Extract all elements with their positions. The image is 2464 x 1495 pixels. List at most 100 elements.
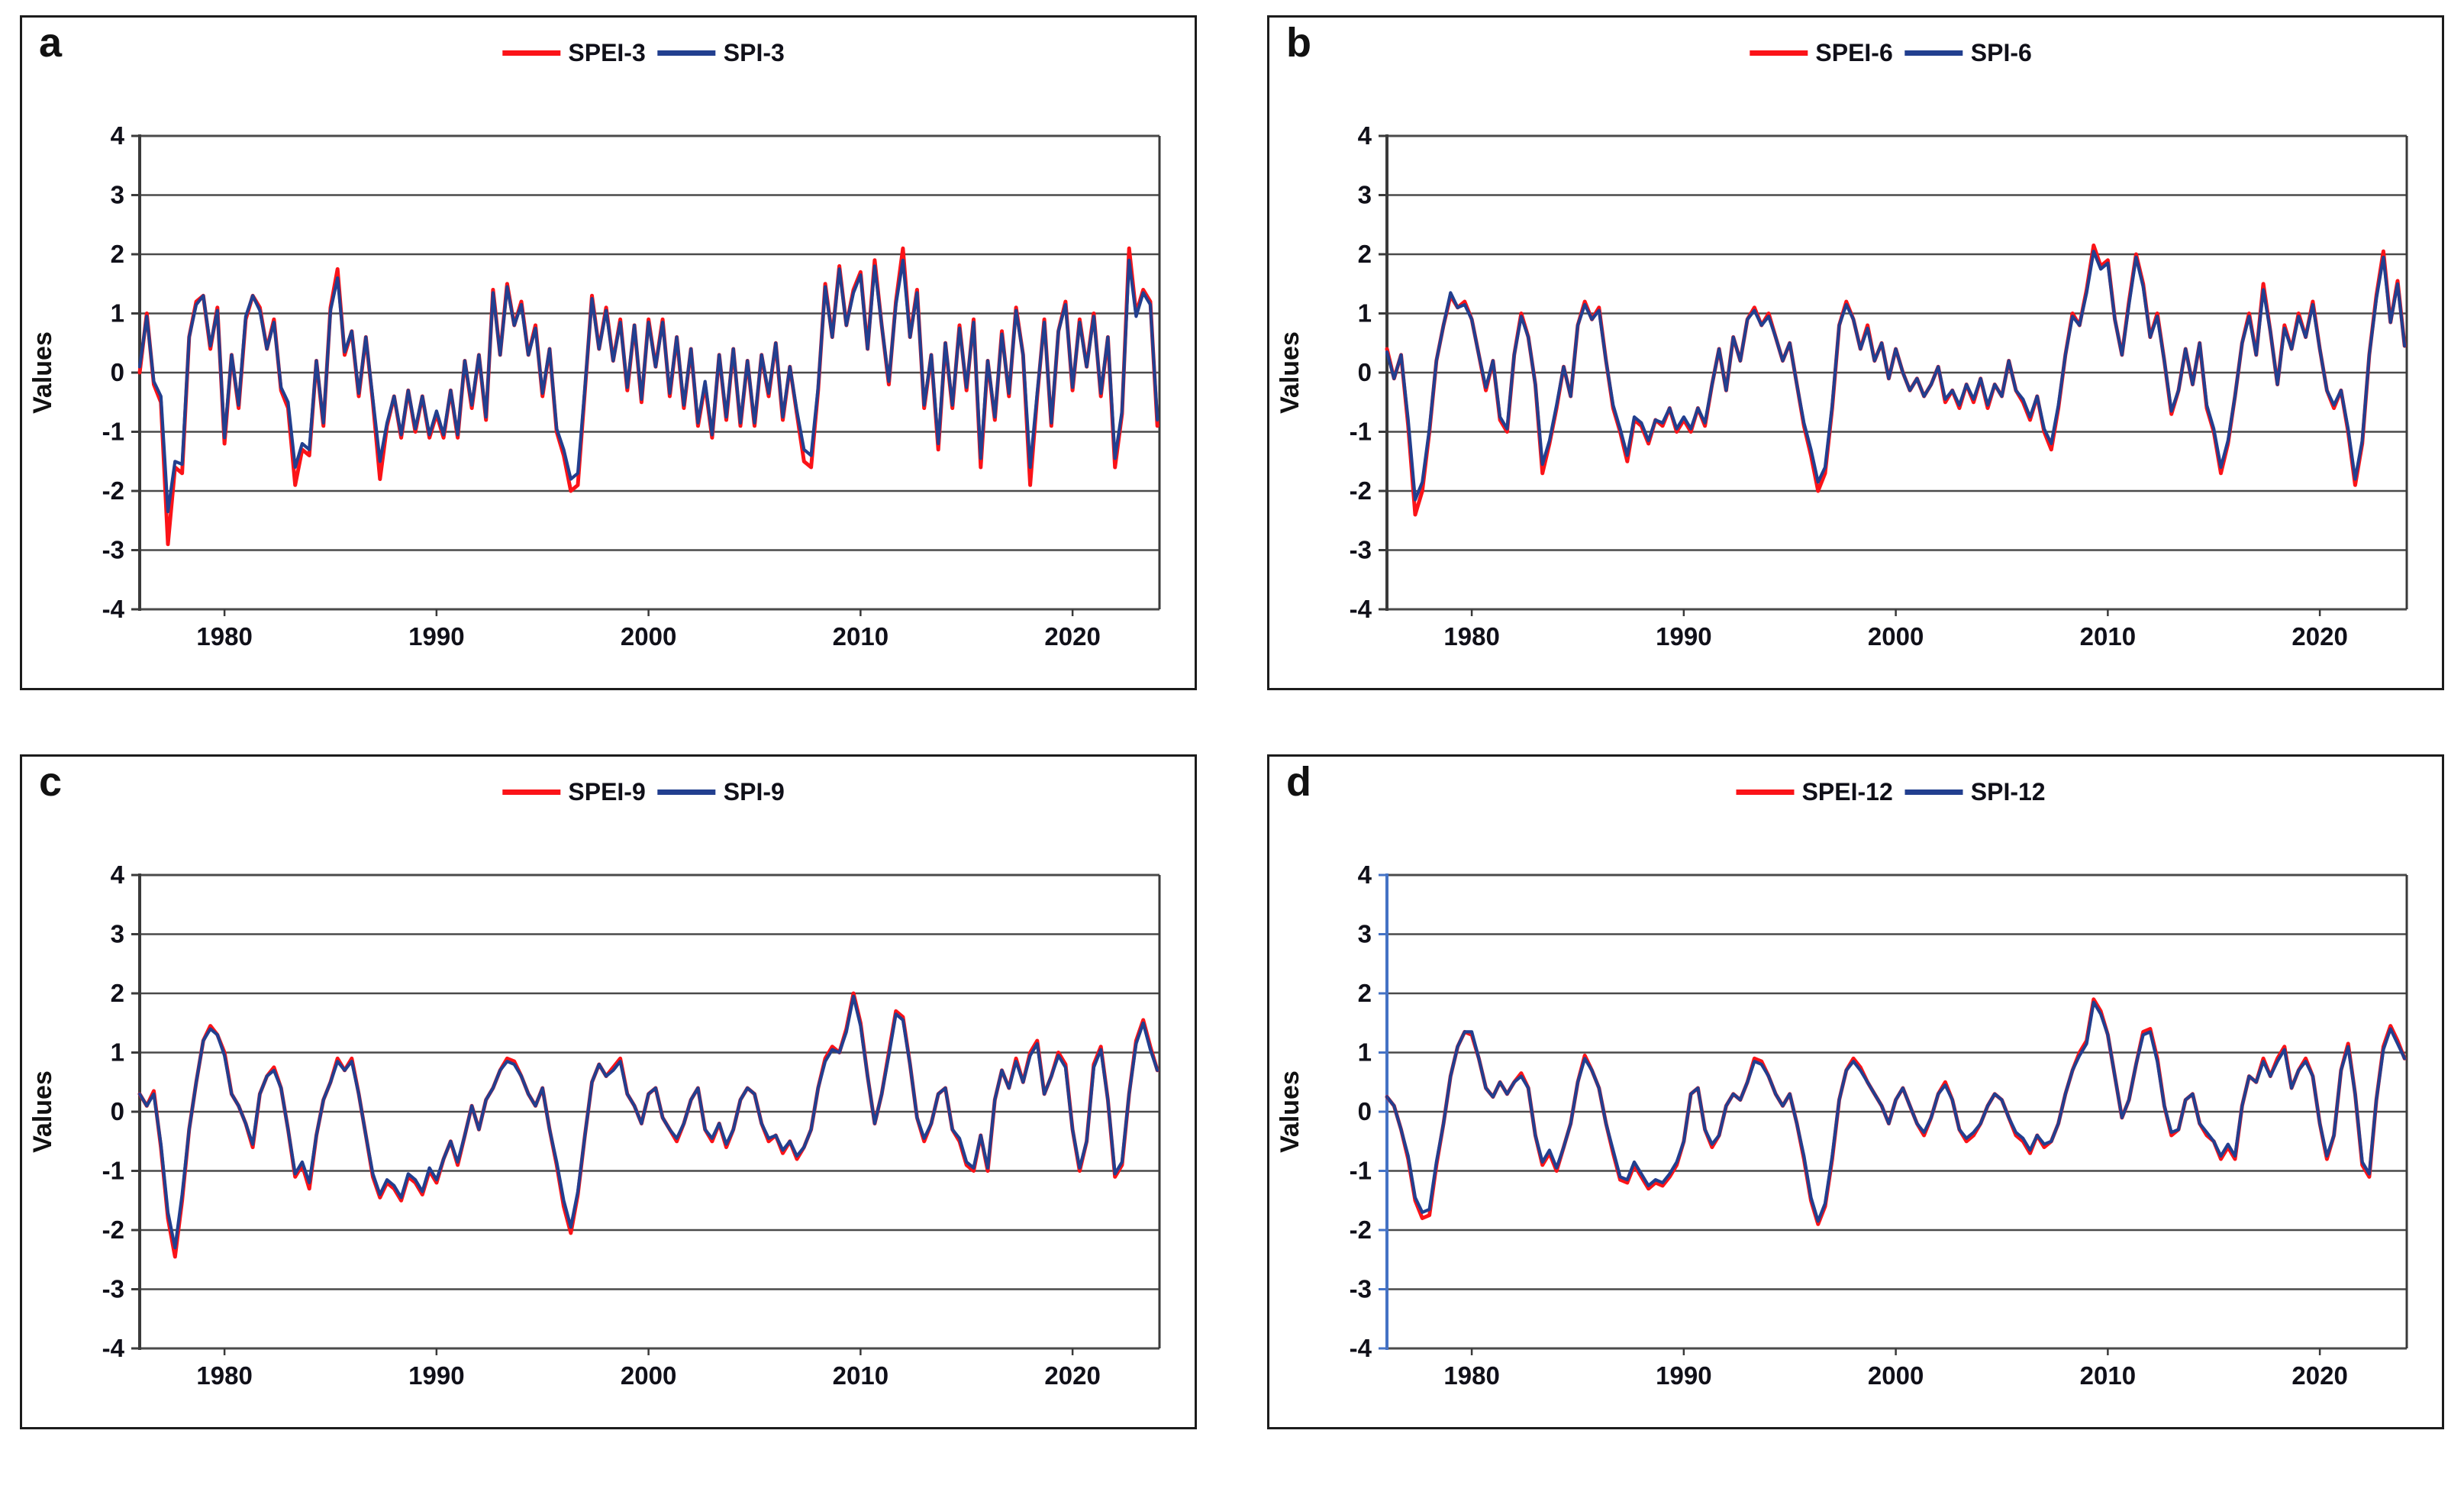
y-tick-label: 4	[111, 861, 125, 889]
x-tick-label: 2000	[621, 1361, 676, 1390]
x-tick-label: 2000	[1868, 622, 1924, 651]
y-tick-label: 4	[111, 121, 125, 150]
panel-c: c SPEI-9 SPI-9 4 3 2 1 0 -1 -2 -3 -4 1980 1990 2000…	[20, 754, 1197, 1429]
legend-item-spei: SPEI-3	[502, 39, 646, 67]
y-tick-label: -4	[1350, 1334, 1372, 1362]
y-tick-label: 1	[111, 299, 124, 328]
panel-letter: b	[1286, 20, 1311, 66]
x-tick-label: 1990	[1656, 1361, 1711, 1390]
legend-swatch-spi-icon	[657, 789, 716, 795]
x-tick-label: 1980	[196, 622, 252, 651]
y-tick-label: 1	[111, 1038, 124, 1067]
y-tick-label: -2	[102, 1216, 124, 1244]
legend-item-spei: SPEI-12	[1736, 778, 1893, 806]
x-tick-label: 1990	[408, 1361, 464, 1390]
y-tick-label: 1	[1358, 299, 1372, 328]
y-tick-label: 2	[111, 240, 124, 268]
y-axis-title: Values	[1276, 1070, 1305, 1153]
y-tick-label: 2	[1358, 240, 1372, 268]
x-tick-label: 2020	[1044, 1361, 1100, 1390]
panel-a: a SPEI-3 SPI-3 4 3 2 1 0 -1 -2 -3 -4 1980 1990 2000…	[20, 15, 1197, 690]
legend-item-spi: SPI-9	[657, 778, 785, 806]
legend: SPEI-12 SPI-12	[1736, 778, 2046, 806]
x-tick-label: 2010	[2080, 1361, 2136, 1390]
legend-swatch-spi-icon	[1904, 50, 1963, 56]
y-tick-label: -3	[1350, 1275, 1372, 1303]
y-tick-label: -2	[1350, 476, 1372, 505]
legend-label-spei: SPEI-3	[568, 39, 646, 66]
panel-d: d SPEI-12 SPI-12 4 3 2 1 0 -1 -2 -3 -4 1980 1990 20…	[1267, 754, 2444, 1429]
x-tick-label: 1980	[196, 1361, 252, 1390]
legend-item-spei: SPEI-6	[1750, 39, 1893, 67]
legend-item-spei: SPEI-9	[502, 778, 646, 806]
x-tick-label: 2010	[833, 622, 889, 651]
x-tick-label: 2000	[1868, 1361, 1924, 1390]
y-tick-label: 0	[111, 1097, 124, 1125]
x-tick-label: 1980	[1443, 1361, 1499, 1390]
legend-swatch-spei-icon	[1750, 50, 1808, 56]
legend-label-spi: SPI-3	[723, 39, 785, 66]
legend: SPEI-3 SPI-3	[502, 39, 785, 67]
series-line-SPI-9	[137, 994, 1159, 1250]
y-tick-label: 0	[1358, 1097, 1372, 1125]
y-axis-title: Values	[28, 331, 57, 414]
y-tick-label: 1	[1358, 1038, 1372, 1067]
panel-b: b SPEI-6 SPI-6 4 3 2 1 0 -1 -2 -3 -4 1980 1990 2000…	[1267, 15, 2444, 690]
y-tick-label: -4	[102, 595, 125, 623]
y-tick-label: 4	[1358, 121, 1372, 150]
y-tick-label: -3	[102, 1275, 124, 1303]
y-axis-title: Values	[1276, 331, 1305, 414]
legend-item-spi: SPI-12	[1904, 778, 2046, 806]
x-tick-label: 2010	[833, 1361, 889, 1390]
y-tick-label: -1	[1350, 1157, 1372, 1185]
legend-label-spei: SPEI-6	[1815, 39, 1893, 66]
y-tick-label: -1	[1350, 418, 1372, 446]
y-tick-label: -2	[102, 476, 124, 505]
chart-svg-c: 4 3 2 1 0 -1 -2 -3 -4 1980 1990 2000 2010 2020 Values	[28, 861, 1161, 1390]
series-line-SPI-6	[1385, 250, 2407, 502]
y-axis-title: Values	[28, 1070, 57, 1153]
panel-letter: d	[1286, 759, 1311, 805]
chart-svg-b: 4 3 2 1 0 -1 -2 -3 -4 1980 1990 2000 2010 2020 Values	[1276, 121, 2408, 651]
legend-swatch-spei-icon	[1736, 789, 1795, 795]
y-tick-label: -1	[102, 1157, 124, 1185]
y-tick-label: 2	[111, 979, 124, 1007]
legend-swatch-spei-icon	[502, 789, 561, 795]
legend-swatch-spei-icon	[502, 50, 561, 56]
y-tick-label: 4	[1358, 861, 1372, 889]
y-tick-label: -4	[102, 1334, 125, 1362]
y-tick-label: 3	[111, 920, 124, 948]
x-tick-label: 1990	[408, 622, 464, 651]
series-line-SPEI-6	[1385, 243, 2407, 517]
chart-svg-d: 4 3 2 1 0 -1 -2 -3 -4 1980 1990 2000 2010 2020 Values	[1276, 861, 2408, 1390]
legend: SPEI-9 SPI-9	[502, 778, 785, 806]
x-tick-label: 2010	[2080, 622, 2136, 651]
legend-label-spei: SPEI-12	[1801, 778, 1893, 806]
y-tick-label: 3	[111, 181, 124, 209]
y-tick-label: 3	[1358, 920, 1372, 948]
y-tick-label: 2	[1358, 979, 1372, 1007]
y-tick-label: -1	[102, 418, 124, 446]
legend-label-spei: SPEI-9	[568, 778, 646, 806]
legend-swatch-spi-icon	[657, 50, 716, 56]
x-tick-label: 2020	[2291, 1361, 2347, 1390]
x-tick-label: 2020	[2291, 622, 2347, 651]
y-tick-label: -3	[102, 536, 124, 564]
x-tick-label: 1980	[1443, 622, 1499, 651]
y-tick-label: 0	[1358, 358, 1372, 386]
x-tick-label: 1990	[1656, 622, 1711, 651]
series-line-SPEI-9	[137, 991, 1159, 1259]
panel-letter: c	[39, 759, 63, 805]
series-line-SPEI-3	[137, 246, 1159, 547]
legend-swatch-spi-icon	[1904, 789, 1963, 795]
y-tick-label: -2	[1350, 1216, 1372, 1244]
legend: SPEI-6 SPI-6	[1750, 39, 2032, 67]
legend-label-spi: SPI-9	[723, 778, 785, 806]
series-line-SPI-3	[137, 258, 1159, 514]
chart-svg-a: 4 3 2 1 0 -1 -2 -3 -4 1980 1990 2000 2010 2020 Values	[28, 121, 1161, 651]
legend-item-spi: SPI-3	[657, 39, 785, 67]
legend-label-spi: SPI-6	[1970, 39, 2032, 66]
y-tick-label: 0	[111, 358, 124, 386]
legend-label-spi: SPI-12	[1970, 778, 2046, 806]
y-tick-label: 3	[1358, 181, 1372, 209]
